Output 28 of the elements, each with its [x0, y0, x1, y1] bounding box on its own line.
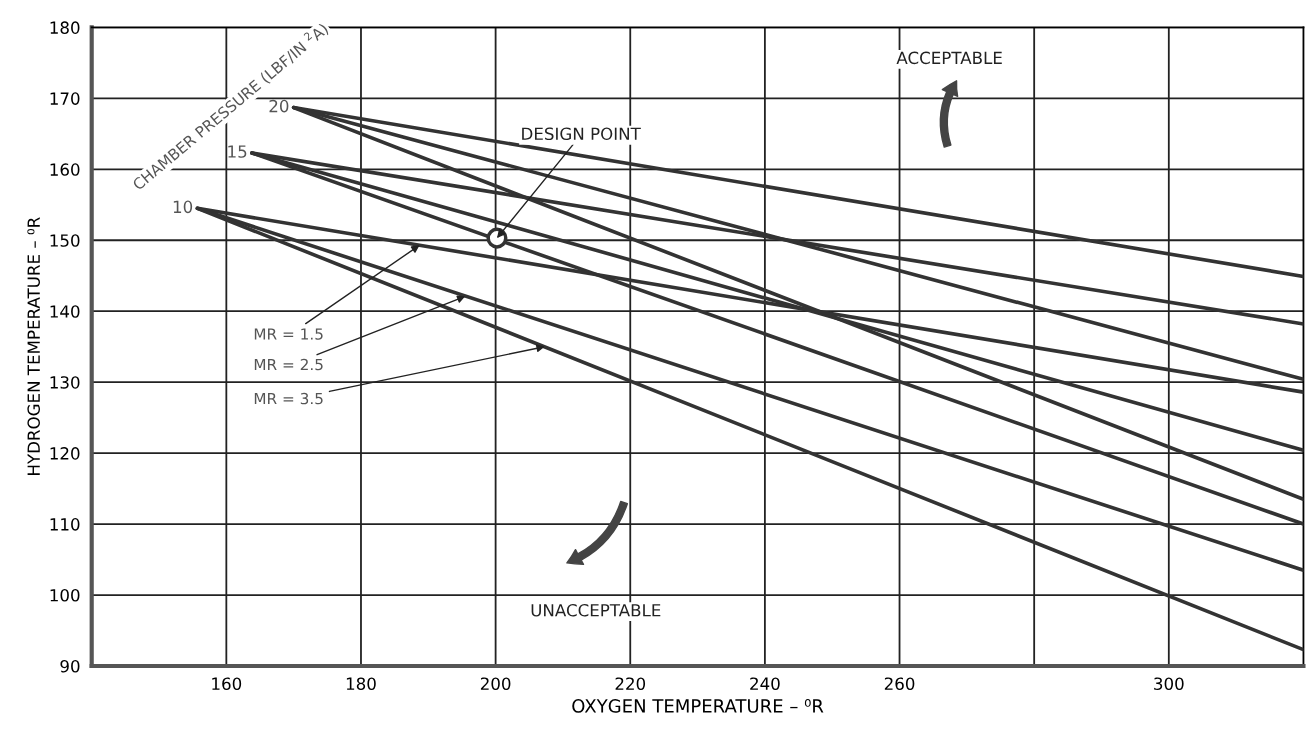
x-tick-label: 180 — [346, 677, 376, 691]
x-tick-label: 220 — [615, 677, 646, 691]
annotation: MR = 1.5 — [254, 328, 323, 340]
x-tick-label: 200 — [480, 677, 511, 691]
y-tick-label: 160 — [50, 163, 80, 176]
y-tick-label: 150 — [50, 234, 80, 247]
x-tick-label: 300 — [1154, 677, 1184, 691]
y-tick-label: 180 — [50, 21, 80, 34]
annotation: MR = 3.5 — [254, 392, 323, 405]
x-tick-label: 160 — [212, 677, 242, 691]
annotation: ACCEPTABLE — [896, 51, 1002, 65]
y-tick-label: 140 — [50, 305, 80, 318]
y-tick-label: 120 — [50, 447, 80, 460]
x-tick-label: 240 — [750, 677, 780, 691]
y-tick-label: 130 — [50, 376, 80, 389]
x-tick-label: 260 — [884, 677, 915, 691]
annotation: 10 — [173, 200, 193, 214]
y-tick-label: 100 — [50, 589, 80, 602]
y-tick-label: 90 — [60, 659, 80, 673]
x-axis-title: OXYGEN TEMPERATURE – ⁰R — [572, 699, 824, 713]
y-axis-title: HYDROGEN TEMPERATURE – ⁰R — [27, 217, 40, 475]
annotation: DESIGN POINT — [522, 127, 641, 141]
annotation: MR = 2.5 — [254, 358, 323, 371]
annotation: 20 — [269, 99, 289, 113]
y-tick-label: 110 — [50, 518, 80, 531]
annotation: UNACCEPTABLE — [531, 603, 661, 617]
y-tick-label: 170 — [50, 92, 80, 105]
annotation: 15 — [228, 145, 247, 158]
